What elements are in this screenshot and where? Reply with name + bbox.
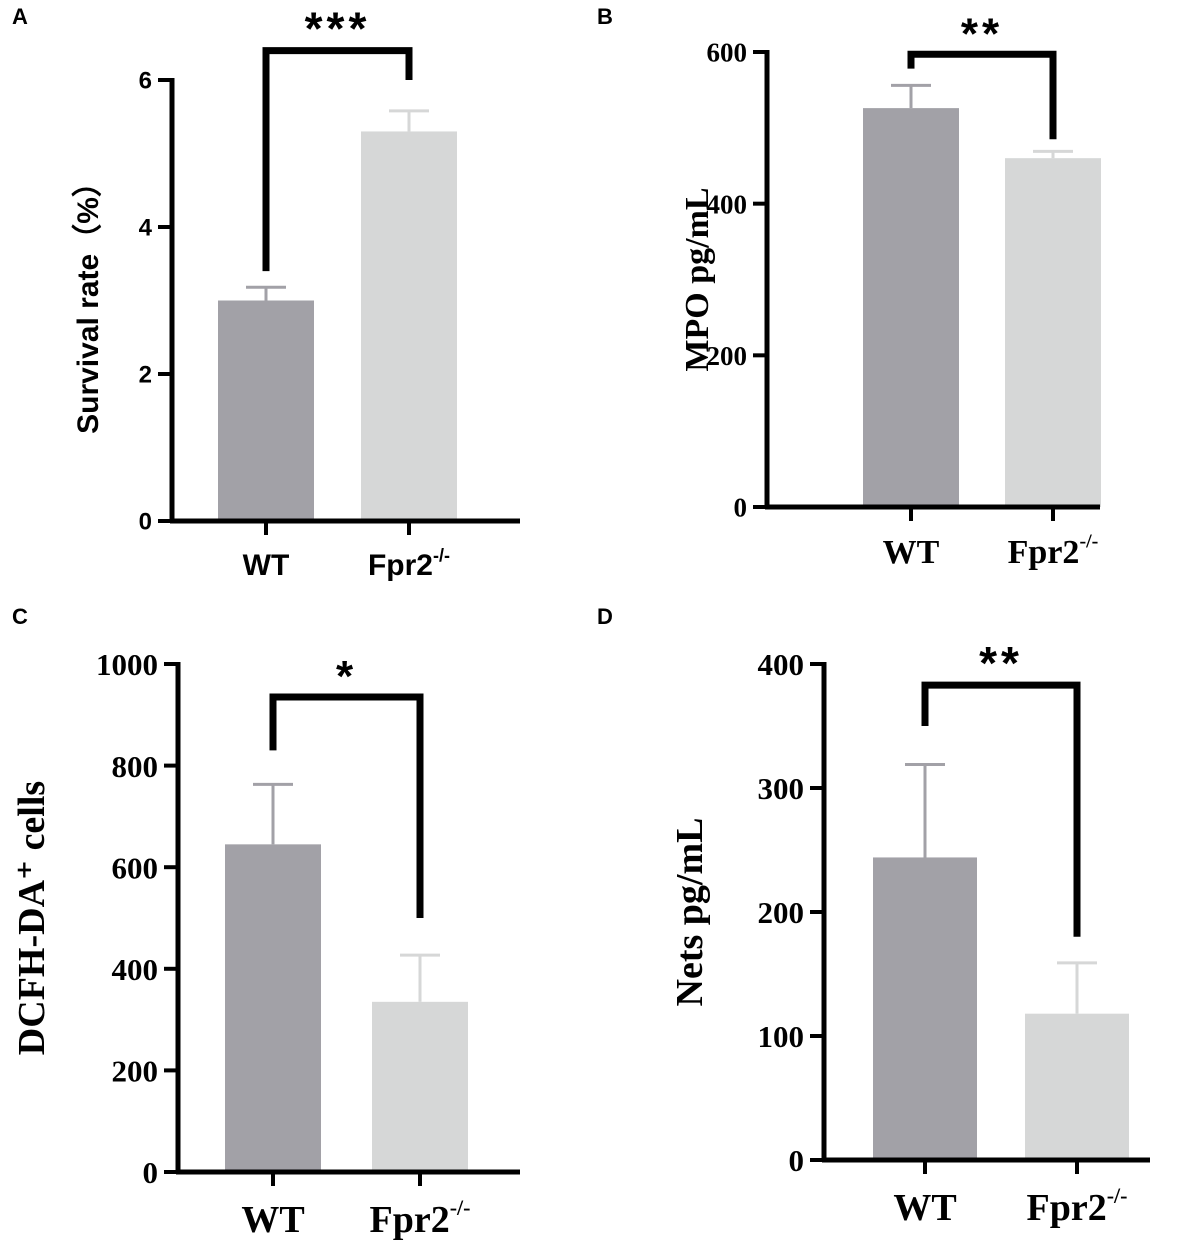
significance-label: *** [305,3,371,55]
x-tick-label: Fpr2-/- [1027,1183,1128,1229]
bar-2 [1025,1013,1129,1160]
y-tick-label: 2 [139,362,152,389]
y-tick-label: 100 [758,1019,805,1054]
chart-panel-c: C 0 200 400 600 800 1000 WT Fpr2-/- DCFH-DA⁺ cell… [11,604,520,1241]
significance-bracket [262,47,413,272]
x-tick-label: Fpr2-/- [368,546,450,583]
y-tick-label: 1000 [96,647,158,682]
panel-letter: C [12,604,28,629]
x-tick-label: Fpr2-/- [1008,531,1099,571]
y-axis-label: MPO pg/mL [679,187,716,371]
y-tick-label: 600 [707,38,748,68]
y-tick-label: 400 [112,952,159,987]
bar-1 [863,108,959,507]
bar-1 [218,300,314,521]
y-tick-label: 400 [758,647,805,682]
y-tick-label: 600 [112,850,159,885]
significance-bracket [907,50,1057,140]
y-tick-label: 400 [707,189,748,219]
bar-2 [1005,158,1101,507]
y-tick-label: 0 [734,493,748,523]
chart-panel-d: D 0 100 200 300 400 WT Fpr2-/- Nets pg/mL ** [597,604,1150,1229]
y-axis-label: Nets pg/mL [669,818,711,1007]
y-tick-label: 0 [143,1155,159,1190]
chart-panel-b: B 0 200 400 600 WT Fpr2-/- MPO pg/mL ** [597,4,1101,571]
bar-2 [361,131,457,521]
x-tick-label: Fpr2-/- [370,1195,471,1241]
y-tick-label: 300 [758,771,805,806]
bar-1 [225,844,321,1172]
x-tick-label: WT [243,549,290,582]
y-axis-label: Survival rate（%） [71,167,105,434]
chart-panel-a: A 0 2 4 6 WT Fpr2-/- Survival rate（%） *** [12,3,520,582]
x-tick-label: WT [883,534,940,571]
panel-letter: A [12,4,28,29]
y-axis-label: DCFH-DA⁺ cells [11,781,53,1055]
significance-bracket [921,681,1081,937]
y-tick-label: 0 [139,509,152,536]
y-tick-label: 200 [707,341,748,371]
significance-bracket [269,693,424,918]
x-tick-label: WT [893,1187,956,1229]
y-tick-label: 200 [758,895,805,930]
y-tick-label: 6 [139,68,152,95]
y-tick-label: 0 [789,1143,805,1178]
panel-letter: B [597,4,613,29]
panel-letter: D [597,604,613,629]
significance-label: ** [961,9,1003,58]
significance-label: * [336,652,357,701]
significance-label: ** [979,637,1023,689]
y-tick-label: 800 [112,749,159,784]
y-tick-label: 200 [112,1054,159,1089]
x-tick-label: WT [241,1199,304,1241]
bar-1 [873,857,977,1160]
bar-2 [372,1001,468,1172]
y-tick-label: 4 [139,215,153,242]
